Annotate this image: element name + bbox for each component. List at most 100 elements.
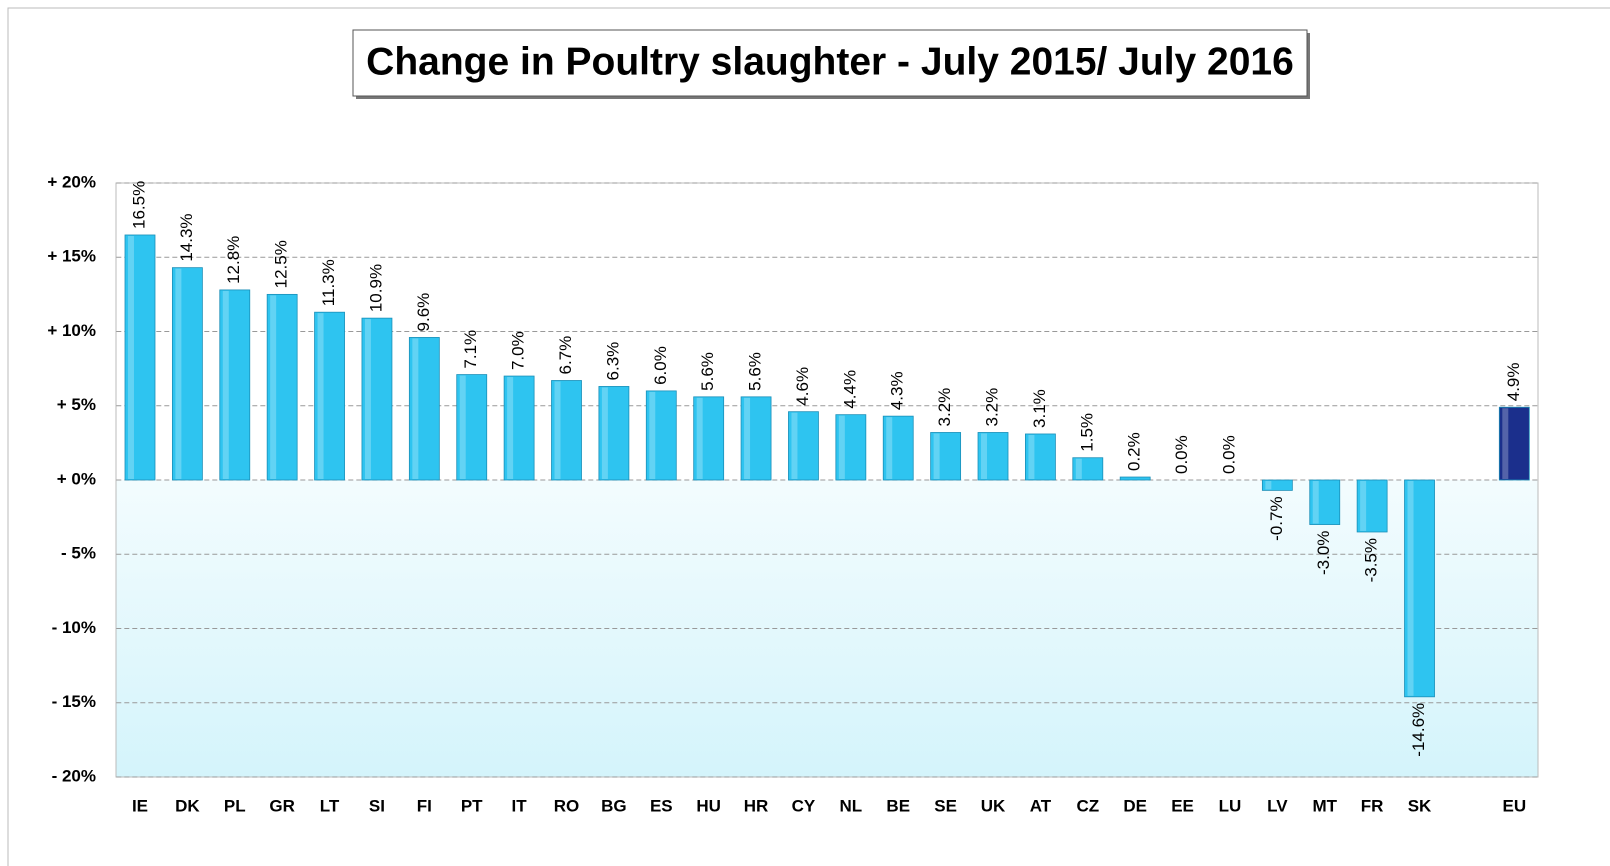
bar <box>1119 476 1151 481</box>
data-label: 4.4% <box>840 370 859 409</box>
x-tick-label: IE <box>132 796 148 815</box>
bar <box>977 432 1009 481</box>
y-tick-label: + 20% <box>47 172 96 191</box>
bar-shine <box>838 415 845 479</box>
chart-title: Change in Poultry slaughter - July 2015/… <box>366 40 1294 83</box>
bar-shine <box>1360 481 1367 531</box>
data-label: -3.5% <box>1362 538 1381 582</box>
bar-shine <box>412 338 419 479</box>
x-tick-label: MT <box>1312 796 1337 815</box>
y-tick-label: - 5% <box>61 544 96 563</box>
bar <box>693 396 725 481</box>
data-label: 4.3% <box>888 371 907 410</box>
x-tick-label: LU <box>1219 796 1242 815</box>
bar-shine <box>317 313 324 479</box>
x-tick-label: PT <box>461 796 483 815</box>
bar-shine <box>222 290 229 479</box>
y-tick-label: + 5% <box>57 395 96 414</box>
data-label: 6.0% <box>651 346 670 385</box>
x-tick-label: BG <box>601 796 627 815</box>
data-label: 9.6% <box>414 293 433 332</box>
x-tick-label: HR <box>744 796 769 815</box>
bar <box>1309 479 1341 525</box>
bar <box>1025 433 1056 481</box>
x-tick-label: SE <box>934 796 957 815</box>
x-tick-label: DK <box>175 796 200 815</box>
bar <box>551 380 582 481</box>
bar-shine <box>744 397 751 479</box>
x-tick-label: DE <box>1123 796 1147 815</box>
data-label: 7.0% <box>509 331 528 370</box>
bar <box>835 414 867 481</box>
data-label: 3.2% <box>982 388 1001 427</box>
x-tick-label: FR <box>1361 796 1384 815</box>
bar <box>1356 479 1388 533</box>
x-tick-label: GR <box>269 796 295 815</box>
x-tick-label: CY <box>792 796 816 815</box>
bar <box>1498 406 1530 481</box>
bar-shine <box>507 377 514 479</box>
x-tick-label: HU <box>696 796 721 815</box>
bar <box>788 411 819 481</box>
bar-shine <box>364 319 371 479</box>
data-label: -14.6% <box>1409 703 1428 757</box>
bar <box>930 432 962 481</box>
data-label: 6.3% <box>603 342 622 381</box>
data-label: 12.5% <box>272 240 291 288</box>
plot-frame <box>115 182 1539 778</box>
bar-shine <box>791 412 798 479</box>
bar-shine <box>1265 481 1272 490</box>
x-tick-label: AT <box>1030 796 1052 815</box>
bar-shine <box>1502 408 1509 479</box>
data-label: 4.6% <box>793 367 812 406</box>
y-tick-label: - 15% <box>52 692 96 711</box>
x-tick-label: ES <box>650 796 673 815</box>
data-label: -0.7% <box>1267 496 1286 540</box>
data-label: 7.1% <box>461 330 480 369</box>
x-tick-label: CZ <box>1076 796 1099 815</box>
bar-shine <box>459 375 466 479</box>
data-label: 4.9% <box>1504 362 1523 401</box>
x-tick-label: UK <box>981 796 1006 815</box>
y-tick-label: + 10% <box>47 321 96 340</box>
bar <box>219 289 251 481</box>
bar-shine <box>1407 481 1414 696</box>
data-label: 5.6% <box>746 352 765 391</box>
bar-shine <box>601 387 608 479</box>
data-label: 11.3% <box>319 259 338 306</box>
bar <box>645 390 677 481</box>
bar-shine <box>270 295 277 479</box>
bar <box>1404 479 1435 698</box>
bar-shine <box>696 397 703 479</box>
y-tick-label: - 20% <box>52 766 96 785</box>
x-tick-label: NL <box>840 796 863 815</box>
bar <box>408 337 440 481</box>
bar <box>882 415 914 481</box>
x-tick-label: BE <box>886 796 910 815</box>
bar <box>740 396 772 481</box>
bar-shine <box>554 381 561 479</box>
data-label: 12.8% <box>224 236 243 284</box>
data-label: -3.0% <box>1314 531 1333 575</box>
x-tick-label: SK <box>1408 796 1432 815</box>
x-tick-label: EE <box>1171 796 1194 815</box>
data-label: 0.2% <box>1125 432 1144 471</box>
y-tick-label: - 10% <box>52 618 96 637</box>
data-label: 3.1% <box>1030 389 1049 428</box>
data-label: 14.3% <box>177 213 196 261</box>
bar <box>124 234 156 481</box>
bar-shine <box>175 268 182 479</box>
data-label: 1.5% <box>1077 413 1096 452</box>
bar-shine <box>1028 434 1035 479</box>
bar <box>171 267 203 481</box>
data-label: 10.9% <box>366 264 385 312</box>
data-label: 0.0% <box>1219 435 1238 474</box>
x-tick-label: IT <box>512 796 528 815</box>
data-label: 6.7% <box>556 336 575 375</box>
y-tick-label: + 0% <box>57 469 96 488</box>
x-tick-label: LT <box>320 796 340 815</box>
x-tick-label: SI <box>369 796 385 815</box>
bar <box>314 311 345 481</box>
